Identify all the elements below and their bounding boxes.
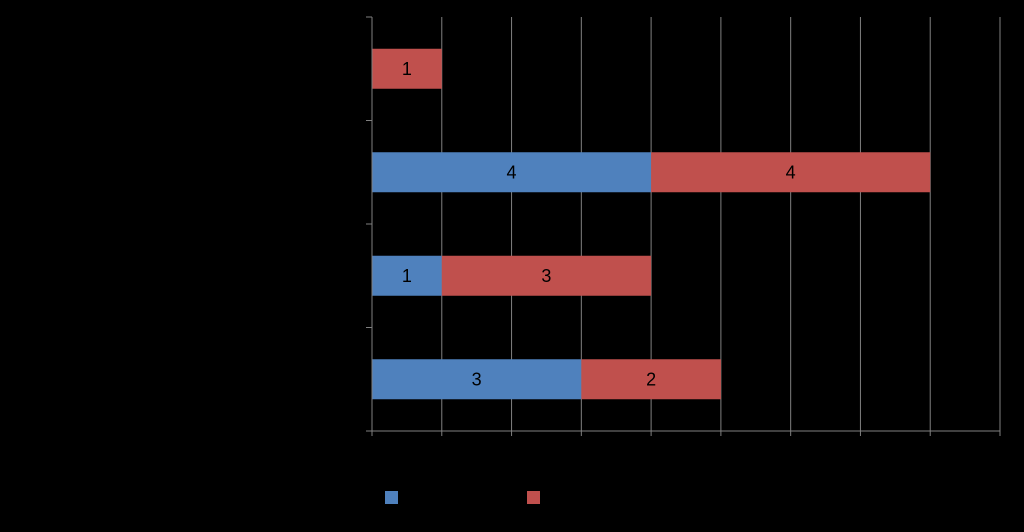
- bar-s1-c0: [581, 359, 721, 400]
- legend-marker-0: [385, 491, 398, 504]
- data-label-s1-c3: 1: [402, 59, 412, 79]
- bar-s1-c1: [441, 255, 652, 296]
- data-label-s0-c2: 4: [507, 162, 517, 182]
- gridlines: [441, 17, 1001, 431]
- data-labels: 3 2 1 3 4 4 1: [402, 59, 796, 390]
- data-label-s0-c1: 1: [402, 266, 412, 286]
- bar-s1-c3: [372, 48, 442, 89]
- bar-s1-c2: [651, 152, 931, 193]
- data-label-s0-c0: 3: [472, 369, 482, 389]
- data-label-s1-c2: 4: [786, 162, 796, 182]
- bar-s0-c1: [372, 255, 442, 296]
- legend-marker-1: [527, 491, 540, 504]
- axes: [366, 16, 1001, 436]
- data-label-s1-c0: 2: [646, 369, 656, 389]
- bar-s0-c2: [372, 152, 652, 193]
- bar-s0-c0: [372, 359, 582, 400]
- bars: [372, 48, 931, 400]
- data-label-s1-c1: 3: [541, 266, 551, 286]
- legend: [385, 491, 540, 504]
